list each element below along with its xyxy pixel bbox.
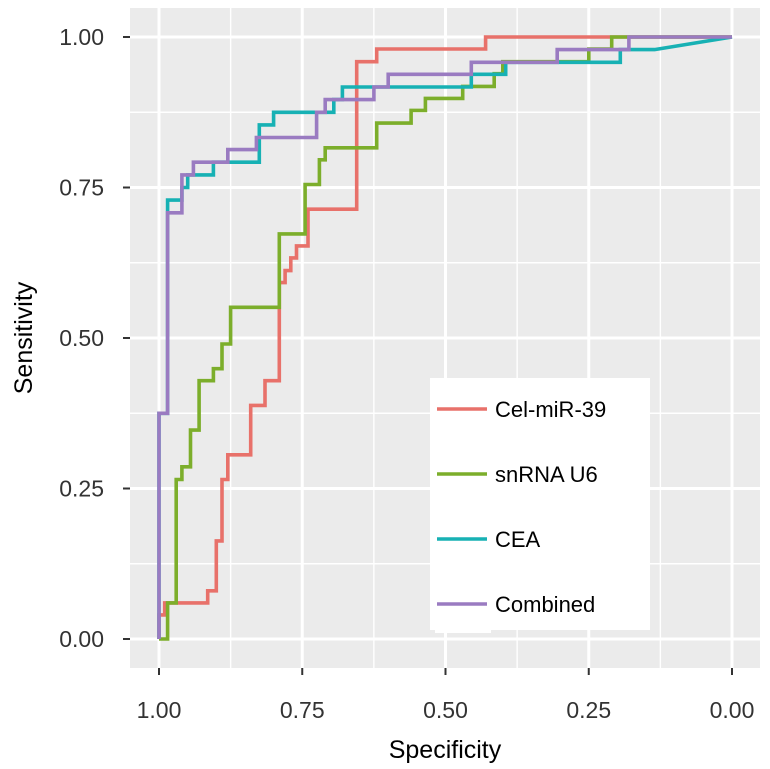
series-line-combined: [157, 35, 732, 639]
y-axis-title: Sensitivity: [10, 281, 38, 394]
y-tick-label: 0.50: [59, 325, 104, 351]
x-tick-label: 1.00: [137, 697, 182, 723]
y-axis: 0.00 0.25 0.50 0.75 1.00: [59, 24, 130, 652]
series-line-cel-mir-39: [157, 35, 732, 639]
x-axis: 1.00 0.75 0.50 0.25 0.00: [137, 668, 755, 723]
legend-label-cea: CEA: [495, 527, 541, 552]
x-tick-label: 0.25: [566, 697, 611, 723]
legend-label-snrna-u6: snRNA U6: [495, 462, 598, 487]
legend-label-combined: Combined: [495, 592, 595, 617]
x-tick-label: 0.50: [423, 697, 468, 723]
x-tick-label: 0.00: [710, 697, 755, 723]
y-tick-label: 1.00: [59, 24, 104, 50]
y-tick-label: 0.00: [59, 626, 104, 652]
legend-label-cel-mir-39: Cel-miR-39: [495, 397, 606, 422]
series-lines: [157, 35, 733, 641]
y-tick-label: 0.25: [59, 476, 104, 502]
x-axis-title: Specificity: [389, 736, 502, 764]
x-tick-label: 0.75: [280, 697, 325, 723]
legend: Cel-miR-39 snRNA U6 CEA Combined: [430, 378, 650, 633]
y-tick-label: 0.75: [59, 175, 104, 201]
